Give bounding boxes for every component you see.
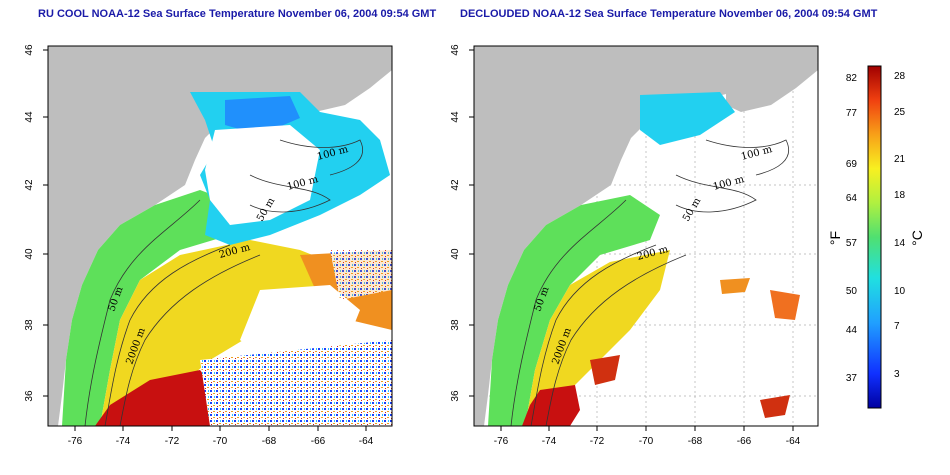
left-sst-green (62, 190, 240, 426)
fahrenheit-tick: 69 (846, 159, 858, 170)
left-y-axis: 36 38 40 42 44 46 (24, 44, 35, 402)
left-x-tick: -72 (165, 436, 180, 447)
celsius-tick: 25 (894, 107, 906, 118)
left-sst-blue (225, 96, 300, 135)
right-contour-100m-b (675, 174, 757, 213)
right-sst-yellow (525, 250, 670, 426)
left-tick-marks (43, 49, 367, 431)
fahrenheit-tick: 77 (846, 108, 858, 119)
left-y-tick: 40 (24, 248, 35, 260)
left-contour-200m (104, 244, 231, 426)
right-sst-orange-patch-b (770, 290, 800, 320)
right-y-tick: 42 (450, 179, 461, 191)
right-y-tick: 40 (450, 248, 461, 260)
left-contour-100m-a (279, 139, 363, 176)
right-land (474, 46, 818, 426)
left-cloud-white (205, 125, 320, 225)
right-y-tick: 36 (450, 390, 461, 402)
right-y-tick: 44 (450, 111, 461, 123)
colorbar: 82 77 69 64 57 50 44 37 28 25 21 18 14 1… (827, 65, 925, 409)
right-panel-title: DECLOUDED NOAA-12 Sea Surface Temperatur… (460, 8, 878, 20)
right-tick-marks (469, 49, 794, 431)
colorbar-gradient (867, 65, 882, 409)
right-map: 100 m 100 m 50 m 200 m 50 m 2000 m (474, 46, 818, 426)
right-grid (474, 46, 818, 426)
right-sst-orange-patch-a (720, 278, 750, 294)
right-x-tick: -68 (688, 436, 703, 447)
left-y-tick: 46 (24, 44, 35, 56)
left-land (48, 46, 392, 426)
right-y-tick: 46 (450, 44, 461, 56)
left-y-tick: 36 (24, 390, 35, 402)
right-bathymetry-contours (510, 139, 789, 426)
right-x-tick: -72 (590, 436, 605, 447)
left-contour-50m (84, 199, 201, 426)
fahrenheit-tick: 82 (846, 73, 858, 84)
fahrenheit-tick: 44 (846, 325, 858, 336)
left-y-tick: 38 (24, 319, 35, 331)
left-x-tick: -74 (116, 436, 131, 447)
left-x-tick: -64 (359, 436, 374, 447)
left-x-tick: -76 (68, 436, 83, 447)
colorbar-celsius-ticks: 28 25 21 18 14 10 7 3 (894, 71, 906, 380)
right-contour-2000m (545, 254, 687, 426)
left-x-tick: -70 (213, 436, 228, 447)
fahrenheit-tick: 37 (846, 373, 858, 384)
left-map: 100 m 100 m 50 m 200 m 50 m 2000 m (48, 46, 392, 426)
right-contour-200m (530, 244, 657, 426)
celsius-tick: 10 (894, 286, 906, 297)
right-sst-green (488, 195, 660, 426)
right-x-tick: -76 (494, 436, 509, 447)
right-sst-red-patch (590, 355, 620, 385)
colorbar-celsius-label: °C (909, 230, 925, 246)
left-panel-title: RU COOL NOAA-12 Sea Surface Temperature … (38, 8, 437, 20)
right-land-nova-scotia (726, 62, 818, 112)
left-noise-band-2 (330, 250, 392, 300)
right-x-axis: -76 -74 -72 -70 -68 -66 -64 (494, 436, 801, 447)
colorbar-fahrenheit-ticks: 82 77 69 64 57 50 44 37 (846, 73, 858, 384)
right-contour-100m-a (705, 139, 789, 176)
colorbar-fahrenheit-label: °F (827, 231, 843, 245)
celsius-tick: 21 (894, 154, 906, 165)
fahrenheit-tick: 64 (846, 193, 858, 204)
celsius-tick: 18 (894, 190, 906, 201)
celsius-tick: 28 (894, 71, 906, 82)
fahrenheit-tick: 50 (846, 286, 858, 297)
left-bathymetry-contours (84, 139, 363, 426)
left-y-tick: 42 (24, 179, 35, 191)
right-sst-red-patch-b (760, 395, 790, 418)
right-contour-50m (510, 199, 627, 426)
right-x-tick: -74 (542, 436, 557, 447)
left-contour-2000m (119, 254, 261, 426)
celsius-tick: 14 (894, 238, 906, 249)
left-noise-band (200, 340, 392, 426)
left-y-tick: 44 (24, 111, 35, 123)
left-x-tick: -68 (262, 436, 277, 447)
right-x-tick: -64 (786, 436, 801, 447)
left-sst-red (95, 370, 220, 426)
left-x-axis: -76 -74 -72 -70 -68 -66 -64 (68, 436, 374, 447)
left-land-nova-scotia (300, 62, 392, 112)
right-sst-cyan (640, 92, 735, 145)
celsius-tick: 3 (894, 369, 900, 380)
right-x-tick: -66 (737, 436, 752, 447)
right-y-axis: 36 38 40 42 44 46 (450, 44, 461, 402)
right-x-tick: -70 (639, 436, 654, 447)
celsius-tick: 7 (894, 321, 900, 332)
fahrenheit-tick: 57 (846, 238, 858, 249)
left-contour-100m-b (249, 174, 331, 213)
left-x-tick: -66 (311, 436, 326, 447)
right-y-tick: 38 (450, 319, 461, 331)
